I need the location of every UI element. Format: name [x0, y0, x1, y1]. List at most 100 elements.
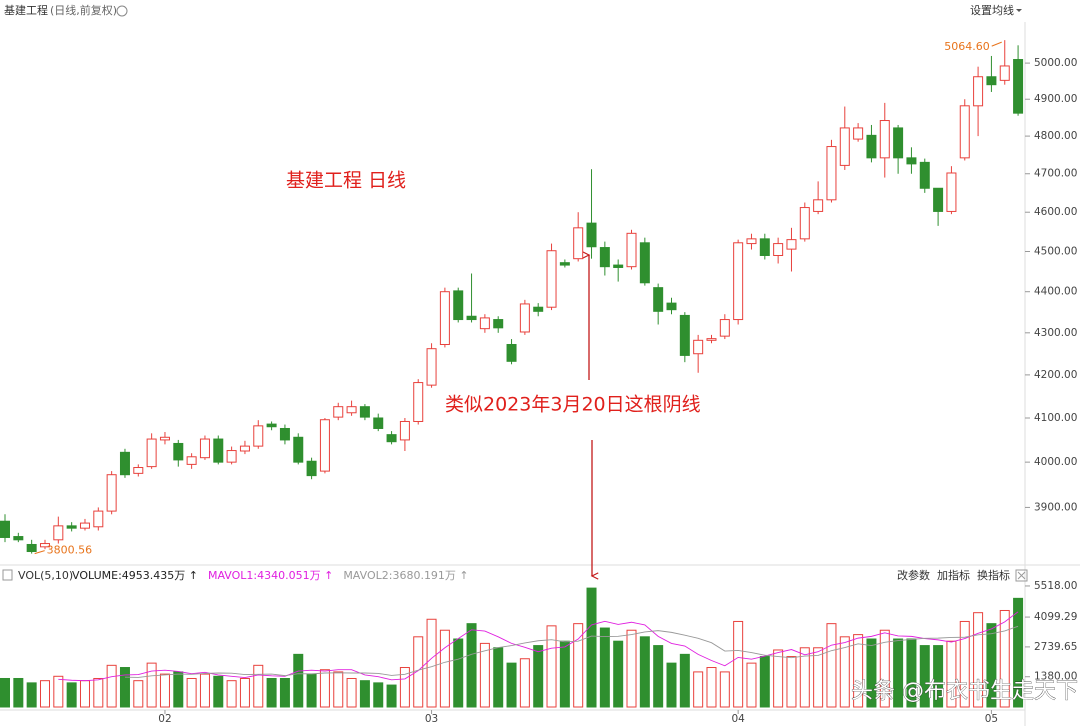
volume-bar — [399, 667, 410, 708]
candle-body — [786, 239, 797, 250]
volume-bar — [373, 682, 384, 708]
volume-bar — [666, 662, 677, 708]
candle-body — [946, 172, 957, 212]
candle-body — [0, 520, 10, 538]
ma-settings[interactable]: 设置均线 — [970, 3, 1014, 17]
volume-title: VOL(5,10) — [18, 569, 73, 582]
volume-bar — [706, 667, 717, 708]
legend-entry: MAVOL1:4340.051万 ↑ — [208, 569, 333, 582]
candle-body — [893, 127, 904, 159]
volume-bar — [519, 658, 530, 708]
candle-body — [853, 127, 864, 140]
volume-bar — [466, 623, 477, 708]
volume-bar — [266, 677, 277, 708]
candle-body — [413, 382, 424, 422]
volume-bar — [199, 673, 210, 708]
volume-bar — [919, 645, 930, 708]
close-button[interactable] — [1015, 569, 1028, 582]
candle-body — [693, 339, 704, 355]
y-tick-label: 4900.00 — [1034, 93, 1077, 105]
volume-bar — [533, 645, 544, 708]
tool-button[interactable]: 加指标 — [937, 568, 970, 582]
candle-body — [39, 543, 50, 548]
volume-bar — [973, 612, 984, 708]
volume-bar — [999, 609, 1010, 708]
volume-bar — [119, 667, 130, 708]
volume-bar — [773, 649, 784, 708]
y-tick-label: 2739.65 — [1034, 641, 1077, 653]
extreme-pointer — [991, 41, 1002, 47]
candle-body — [999, 65, 1010, 81]
candle-body — [213, 438, 224, 463]
volume-bar — [893, 638, 904, 708]
volume-bar — [279, 677, 290, 708]
collapse-icon[interactable] — [2, 569, 13, 581]
candle-body — [533, 306, 544, 312]
candle-body — [466, 315, 477, 321]
candle-body — [639, 242, 650, 284]
candle-body — [879, 120, 890, 159]
candle-body — [53, 525, 64, 541]
candle-body — [519, 303, 530, 333]
candle-body — [333, 406, 344, 418]
candle-body — [26, 543, 37, 553]
volume-bar — [226, 680, 237, 708]
y-tick-label: 4500.00 — [1034, 246, 1077, 258]
close-icon[interactable] — [1017, 571, 1026, 580]
volume-bar — [133, 680, 144, 708]
volume-bar — [186, 677, 197, 708]
y-tick-label: 4200.00 — [1034, 369, 1077, 381]
candle-body — [426, 348, 437, 386]
candle-body — [266, 423, 277, 428]
tool-button[interactable]: 改参数 — [897, 568, 930, 582]
volume-bar — [293, 653, 304, 708]
extreme-pointer — [34, 550, 45, 555]
candle-body — [959, 105, 970, 159]
volume-bar — [13, 677, 24, 708]
volume-bar — [79, 680, 90, 708]
dropdown-icon[interactable] — [1016, 9, 1022, 12]
candle-body — [653, 287, 664, 312]
volume-bar — [826, 623, 837, 708]
candle-body — [346, 406, 357, 414]
y-tick-label: 4700.00 — [1034, 168, 1077, 180]
candle-body — [119, 451, 130, 476]
candle-body — [679, 314, 690, 356]
y-tick-label: 4000.00 — [1034, 456, 1077, 468]
high-label: 5064.60 — [944, 40, 990, 53]
candle-body — [733, 242, 744, 321]
volume-bar — [426, 618, 437, 708]
candle-body — [506, 343, 517, 362]
tool-button[interactable]: 换指标 — [977, 568, 1010, 582]
candle-body — [626, 232, 637, 268]
candle-body — [306, 460, 317, 477]
ma-line — [58, 611, 1019, 682]
settings-icon[interactable] — [116, 5, 128, 17]
volume-bar — [946, 640, 957, 708]
volume-bar — [306, 673, 317, 708]
x-tick-label: 02 — [158, 713, 171, 725]
volume-bar — [333, 671, 344, 708]
candle-body — [293, 436, 304, 463]
candle-body — [173, 442, 184, 461]
candle-body — [586, 222, 597, 248]
candle-body — [906, 157, 917, 165]
candle-body — [866, 134, 877, 159]
candle-body — [239, 445, 250, 452]
y-tick-label: 4400.00 — [1034, 286, 1077, 298]
volume-bar — [599, 627, 610, 708]
candle-body — [826, 146, 837, 201]
volume-bar — [613, 640, 624, 708]
candle-body — [133, 467, 144, 474]
candle-body — [253, 425, 264, 447]
candle-body — [199, 438, 210, 459]
candle-body — [746, 238, 757, 245]
candle-body — [1013, 59, 1024, 114]
candle-body — [479, 317, 490, 330]
legend-entry: VOLUME:4953.435万 ↑ — [72, 569, 198, 582]
candle-body — [93, 510, 104, 528]
volume-bar — [53, 675, 64, 708]
candle-body — [399, 420, 410, 441]
candle-body — [319, 419, 330, 472]
